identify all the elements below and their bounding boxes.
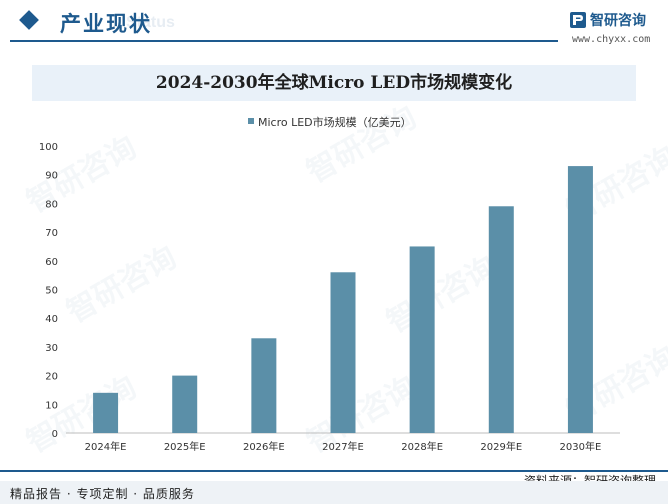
y-tick-label: 40 bbox=[45, 314, 58, 325]
bar bbox=[330, 272, 356, 433]
page-header: Status 产业现状 智研咨询 www.chyxx.com bbox=[0, 0, 668, 46]
footer-band bbox=[0, 481, 668, 504]
section-subtitle: Status bbox=[126, 14, 175, 31]
bar bbox=[93, 392, 119, 433]
y-tick-label: 10 bbox=[45, 400, 58, 411]
bar-chart: 0 10 20 30 40 50 60 70 80 90 100 2024年E 2025年E 2026年E… bbox=[39, 142, 620, 453]
chart-title: 2024-2030年全球Micro LED市场规模变化 bbox=[32, 65, 636, 101]
y-tick-label: 50 bbox=[45, 286, 58, 297]
legend-label: Micro LED市场规模（亿美元） bbox=[258, 116, 412, 129]
y-tick-label: 20 bbox=[45, 372, 58, 383]
x-tick-label: 2028年E bbox=[401, 440, 443, 453]
x-tick-label: 2027年E bbox=[322, 440, 364, 453]
bar bbox=[567, 166, 593, 433]
legend-swatch bbox=[248, 118, 254, 124]
y-tick-label: 100 bbox=[39, 142, 58, 153]
footer-tagline: 精品报告 · 专项定制 · 品质服务 bbox=[10, 487, 195, 501]
section-title: 产业现状 bbox=[60, 12, 152, 36]
brand-url: www.chyxx.com bbox=[572, 34, 651, 45]
bar bbox=[488, 206, 514, 433]
x-tick-label: 2030年E bbox=[560, 440, 602, 453]
y-tick-label: 60 bbox=[45, 257, 58, 268]
y-tick-label: 90 bbox=[45, 171, 58, 182]
header-divider bbox=[10, 40, 558, 42]
x-tick-label: 2026年E bbox=[243, 440, 285, 453]
y-tick-label: 70 bbox=[45, 228, 58, 239]
x-tick-label: 2024年E bbox=[85, 440, 127, 453]
bar bbox=[172, 375, 198, 433]
x-tick-label: 2025年E bbox=[164, 440, 206, 453]
y-tick-label: 30 bbox=[45, 343, 58, 354]
y-tick-label: 0 bbox=[52, 429, 58, 440]
brand-name: 智研咨询 bbox=[590, 13, 646, 29]
brand-logo-icon bbox=[570, 12, 586, 28]
bar bbox=[251, 338, 277, 433]
x-tick-label: 2029年E bbox=[480, 440, 522, 453]
bar bbox=[409, 246, 435, 433]
footer-divider bbox=[0, 470, 668, 472]
y-tick-label: 80 bbox=[45, 199, 58, 210]
